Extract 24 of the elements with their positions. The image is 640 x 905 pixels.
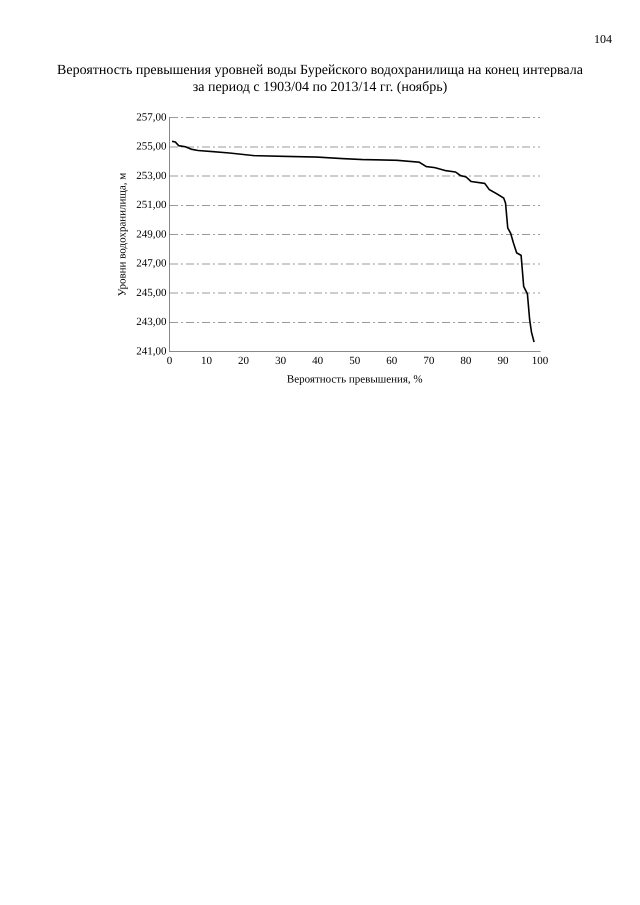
y-tick-label: 251,00 — [136, 199, 167, 212]
y-tick-label: 247,00 — [136, 258, 167, 270]
y-tick-label: 243,00 — [136, 316, 167, 328]
x-tick-label: 20 — [238, 355, 250, 368]
y-tick-label: 253,00 — [136, 170, 167, 182]
x-tick-label: 80 — [460, 355, 472, 368]
y-tick-label: 249,00 — [136, 228, 167, 240]
chart-title: Вероятность превышения уровней воды Бурейского водохранилища на конец интервала за период с 1903/04 по 2013/14 гг. (ноябрь) — [56, 62, 584, 96]
y-tick-label: 257,00 — [136, 111, 167, 124]
x-tick-label: 100 — [532, 355, 549, 368]
x-tick-label: 40 — [312, 355, 324, 368]
x-tick-label: 50 — [349, 355, 361, 368]
x-tick-label: 90 — [497, 355, 509, 368]
text: 104 — [594, 32, 612, 47]
y-axis-title: Уровни водохранилища, м — [116, 172, 128, 296]
x-tick-label: 60 — [386, 355, 398, 368]
x-tick-label: 30 — [275, 355, 287, 368]
x-tick-label: 10 — [201, 355, 213, 368]
y-tick-label: 255,00 — [136, 140, 167, 153]
x-tick-label: 0 — [166, 355, 173, 368]
y-tick-label: 241,00 — [136, 345, 167, 358]
y-tick-label: 245,00 — [136, 286, 167, 299]
x-tick-label: 70 — [423, 355, 435, 368]
x-axis-title: Вероятность превышения, % — [286, 373, 423, 386]
